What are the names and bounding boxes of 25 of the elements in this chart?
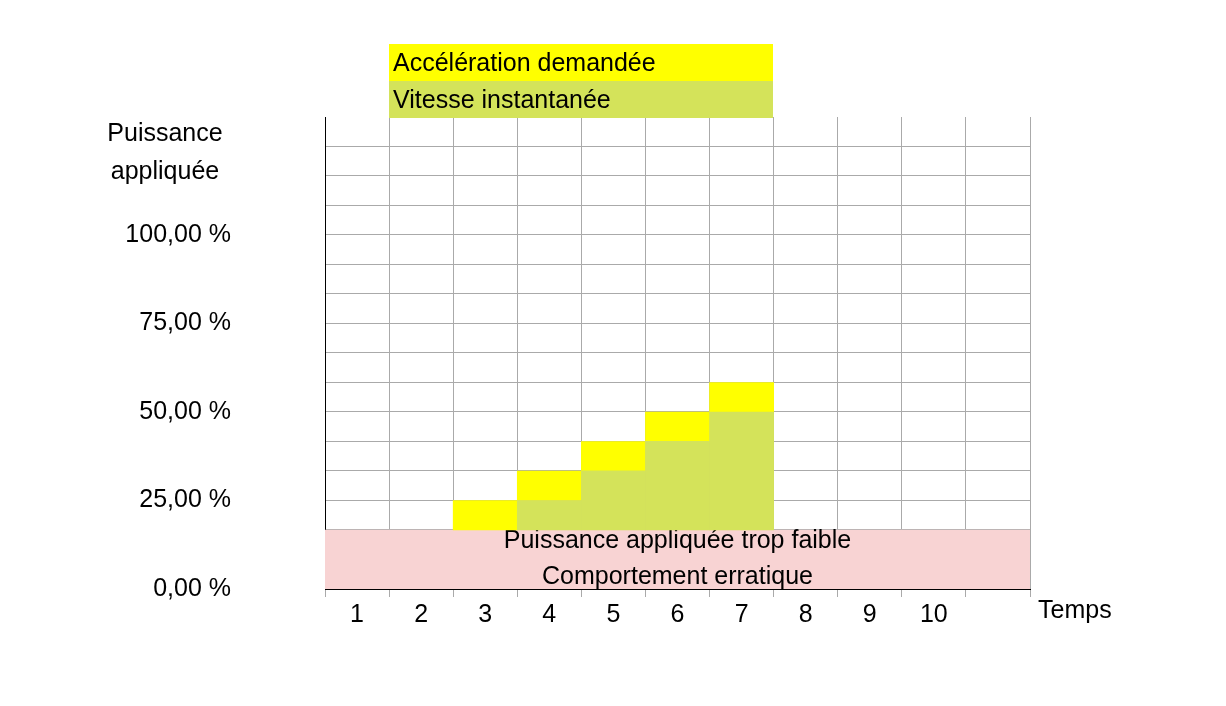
bar bbox=[516, 470, 582, 501]
bar bbox=[645, 411, 710, 442]
bar bbox=[452, 500, 518, 531]
x-axis-title: Temps bbox=[1038, 594, 1112, 623]
y-tick-label: 50,00 % bbox=[139, 395, 231, 424]
x-tick-label: 8 bbox=[798, 598, 813, 627]
x-tick-label: 7 bbox=[734, 598, 749, 627]
y-tick-label: 0,00 % bbox=[153, 572, 231, 601]
y-tick-label: 100,00 % bbox=[125, 218, 231, 247]
x-tick-label: 1 bbox=[350, 598, 364, 627]
x-tick-label: 2 bbox=[414, 598, 429, 627]
x-tick-label: 9 bbox=[862, 598, 877, 627]
x-tick-label: 3 bbox=[478, 598, 493, 627]
x-tick-label: 6 bbox=[670, 598, 685, 627]
text: Accélération demandée bbox=[389, 44, 773, 81]
band-label: Puissance appliquée trop faible Comportement erratique bbox=[503, 525, 852, 590]
bar bbox=[581, 441, 646, 472]
bar bbox=[709, 382, 774, 413]
y-tick-label: 75,00 % bbox=[139, 307, 231, 336]
x-tick-label: 10 bbox=[919, 598, 948, 627]
x-tick-label: 4 bbox=[542, 598, 557, 627]
text: Vitesse instantanée bbox=[389, 81, 773, 118]
y-tick-label: 25,00 % bbox=[139, 484, 231, 513]
x-tick-label: 5 bbox=[606, 598, 621, 627]
y-axis-title: Puissance appliquée bbox=[107, 117, 223, 184]
